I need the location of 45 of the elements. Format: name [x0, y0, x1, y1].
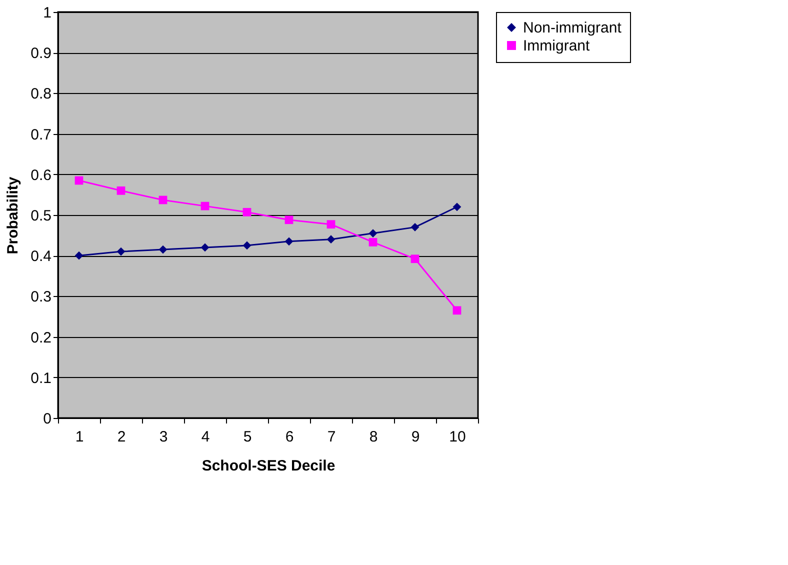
x-tick-label: 9 [411, 428, 420, 446]
y-tick-label: 1 [43, 4, 52, 22]
x-tick-label: 10 [449, 428, 466, 446]
point [74, 176, 84, 185]
x-tick-label: 5 [243, 428, 252, 446]
point [410, 222, 420, 232]
point [326, 235, 336, 244]
point [116, 186, 126, 195]
point [452, 202, 462, 212]
x-tick-label: 3 [159, 428, 168, 446]
y-tick-label: 0.4 [30, 248, 52, 266]
y-tick-label: 0.1 [30, 370, 52, 387]
x-tick-label: 7 [327, 428, 336, 446]
y-tick-label: 0.8 [30, 86, 52, 103]
point [284, 216, 294, 224]
x-tick-label: 1 [75, 428, 84, 446]
y-axis-title: Probability [4, 176, 22, 254]
x-tick-label: 4 [201, 428, 210, 446]
point [242, 208, 252, 216]
y-tick-label: 0.5 [30, 208, 52, 224]
point [326, 220, 336, 229]
x-tick-label: 6 [285, 428, 294, 446]
point [284, 237, 294, 246]
x-tick-label: 8 [369, 428, 378, 446]
y-tick-label: 0 [43, 410, 52, 428]
y-tick-label: 0.6 [30, 166, 52, 184]
y-tick-label: 0.2 [30, 329, 52, 346]
point [242, 241, 252, 250]
y-tick-label: 0.3 [30, 288, 52, 306]
y-tick-label: 0.9 [30, 45, 52, 62]
point [368, 229, 378, 238]
x-axis-title: School-SES Decile [202, 458, 336, 474]
point [368, 238, 378, 246]
y-tick-label: 0.7 [30, 126, 52, 144]
x-tick-label: 2 [117, 428, 126, 446]
point [452, 306, 462, 315]
point [410, 254, 420, 264]
legend-label: Immigrant [523, 38, 591, 54]
point [158, 196, 168, 204]
point [158, 245, 168, 254]
point [200, 243, 210, 252]
point [200, 202, 210, 210]
point [74, 251, 84, 260]
point [116, 247, 126, 256]
legend-label: Non-immigrant [523, 20, 622, 36]
